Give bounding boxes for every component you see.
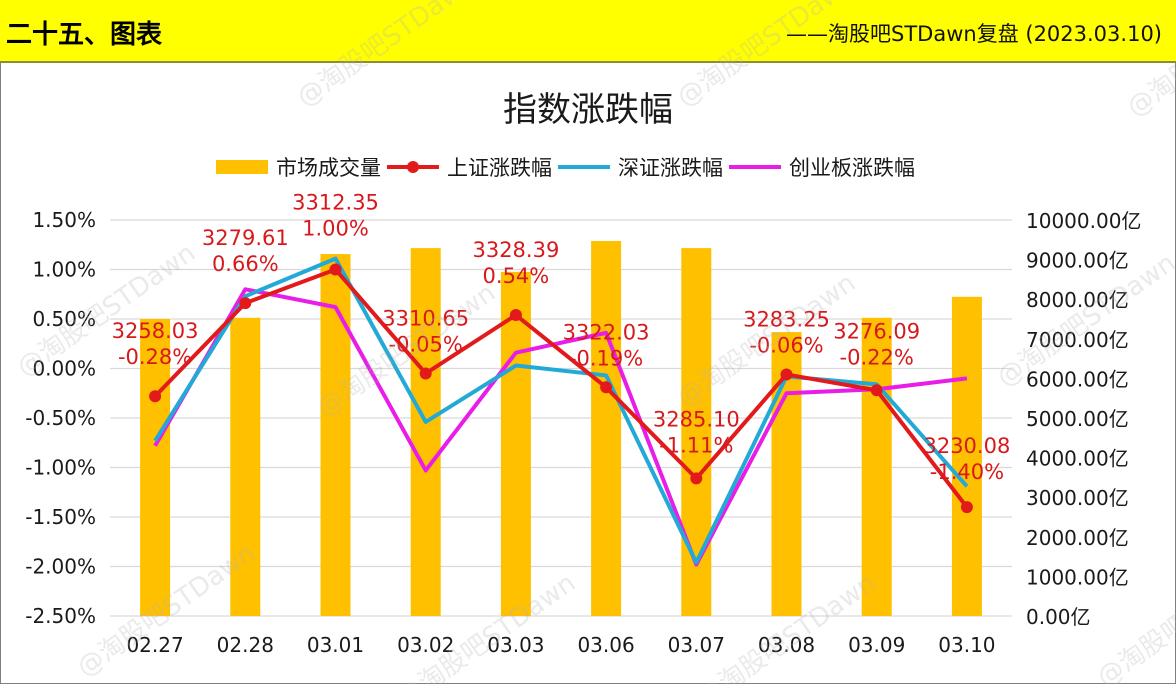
index-close-label: 3230.08 [923,434,1010,458]
legend-label: 市场成交量 [276,156,381,180]
sh-marker [509,309,522,322]
volume-bar [951,296,982,616]
y-right-tick: 4000.00亿 [1026,447,1129,471]
legend-item: 上证涨跌幅 [387,152,552,182]
legend-item: 市场成交量 [216,152,381,182]
y-left-tick: -2.00% [25,555,96,579]
x-tick: 02.27 [126,633,183,657]
y-left-tick: -1.00% [25,456,96,480]
y-right-tick: 8000.00亿 [1026,288,1129,312]
legend-label: 创业板涨跌幅 [789,156,915,180]
legend-label: 上证涨跌幅 [447,156,552,180]
x-tick: 03.02 [397,633,454,657]
volume-bar [140,319,171,616]
volume-bars [140,240,982,616]
section-title: 二十五、图表 [6,20,163,50]
sh-marker [960,501,973,514]
sh-marker [329,263,342,276]
legend-marker-icon [407,161,419,173]
x-tick: 03.06 [577,633,634,657]
y-left-tick: 0.00% [32,357,96,381]
legend-item: 深证涨跌幅 [558,152,723,182]
x-tick: 03.10 [938,633,995,657]
y-left-tick: -1.50% [25,505,96,529]
pct-change-label: -1.11% [659,433,733,457]
sh-marker [149,390,162,403]
pct-change-label: 0.54% [483,264,550,288]
y-left-tick: 0.50% [32,307,96,331]
volume-bar [591,240,622,616]
y-right-tick: 7000.00亿 [1026,328,1129,352]
pct-change-label: -1.40% [930,460,1004,484]
legend-line-swatch [729,165,781,169]
index-close-label: 3322.03 [563,320,650,344]
sh-marker [239,297,252,310]
chart-title: 指数涨跌幅 [503,90,673,130]
pct-change-label: -0.28% [118,345,192,369]
y-right-tick: 6000.00亿 [1026,367,1129,391]
legend-label: 深证涨跌幅 [618,156,723,180]
x-tick: 02.28 [217,633,274,657]
cyb-line [153,287,968,567]
x-tick: 03.07 [668,633,725,657]
legend-line-swatch [558,165,610,169]
y-left-tick: 1.00% [32,258,96,282]
legend-item: 创业板涨跌幅 [729,152,915,182]
y-right-tick: 9000.00亿 [1026,249,1129,273]
pct-change-label: 0.66% [212,252,279,276]
index-close-label: 3312.35 [292,191,379,215]
sh-marker [780,368,793,381]
legend-bar-swatch [216,160,268,174]
index-close-label: 3258.03 [112,319,199,343]
sh-marker [690,472,703,485]
pct-change-label: -0.19% [569,346,643,370]
volume-bar [861,317,892,616]
y-left-tick: 1.50% [32,208,96,232]
y-right-tick: 2000.00亿 [1026,526,1129,550]
x-axis: 02.27 02.28 03.01 03.02 03.03 03.06 03.07 03.08… [126,633,995,657]
x-tick: 03.08 [758,633,815,657]
index-close-label: 3279.61 [202,226,289,250]
volume-bar [230,317,261,616]
sh-marker [419,367,432,380]
x-tick: 03.09 [848,633,905,657]
volume-bar [681,248,712,616]
index-close-label: 3285.10 [653,407,740,431]
y-right-tick: 5000.00亿 [1026,407,1129,431]
pct-change-label: -0.06% [749,333,823,357]
gridlines: 1.50% 1.00% 0.50% 0.00% -0.50% -1.00% -1.50% -2… [25,208,1012,628]
y-right-tick: 1000.00亿 [1026,565,1129,589]
sh-marker [600,381,613,394]
index-close-label: 3328.39 [472,238,559,262]
index-close-label: 3310.65 [382,306,469,330]
index-close-label: 3283.25 [743,307,830,331]
sh-data-labels: 3258.03-0.28% 3279.610.66% 3312.351.00% 331… [112,191,1011,485]
y-right-tick: 0.00亿 [1026,605,1091,629]
volume-bar [500,271,531,616]
volume-bar [410,248,441,616]
sh-line [153,267,969,509]
header-bar: 二十五、图表 ——淘股吧STDawn复盘 (2023.03.10) [0,0,1176,63]
pct-change-label: 1.00% [302,217,369,241]
volume-bar [320,254,351,616]
y-right-tick: 3000.00亿 [1026,486,1129,510]
y-right-axis: 10000.00亿 9000.00亿 8000.00亿 7000.00亿 6000.00… [1026,209,1141,629]
legend-line-swatch [387,161,439,173]
y-left-tick: -0.50% [25,406,96,430]
index-close-label: 3276.09 [833,319,920,343]
sh-marker [870,384,883,397]
y-right-tick: 10000.00亿 [1026,209,1141,233]
x-tick: 03.01 [307,633,364,657]
chart-legend: 市场成交量 上证涨跌幅 深证涨跌幅 创业板涨跌幅 [216,152,921,182]
pct-change-label: -0.22% [840,345,914,369]
x-tick: 03.03 [487,633,544,657]
source-credit: ——淘股吧STDawn复盘 (2023.03.10) [786,22,1162,46]
pct-change-label: -0.05% [389,332,463,356]
y-left-tick: -2.50% [25,604,96,628]
